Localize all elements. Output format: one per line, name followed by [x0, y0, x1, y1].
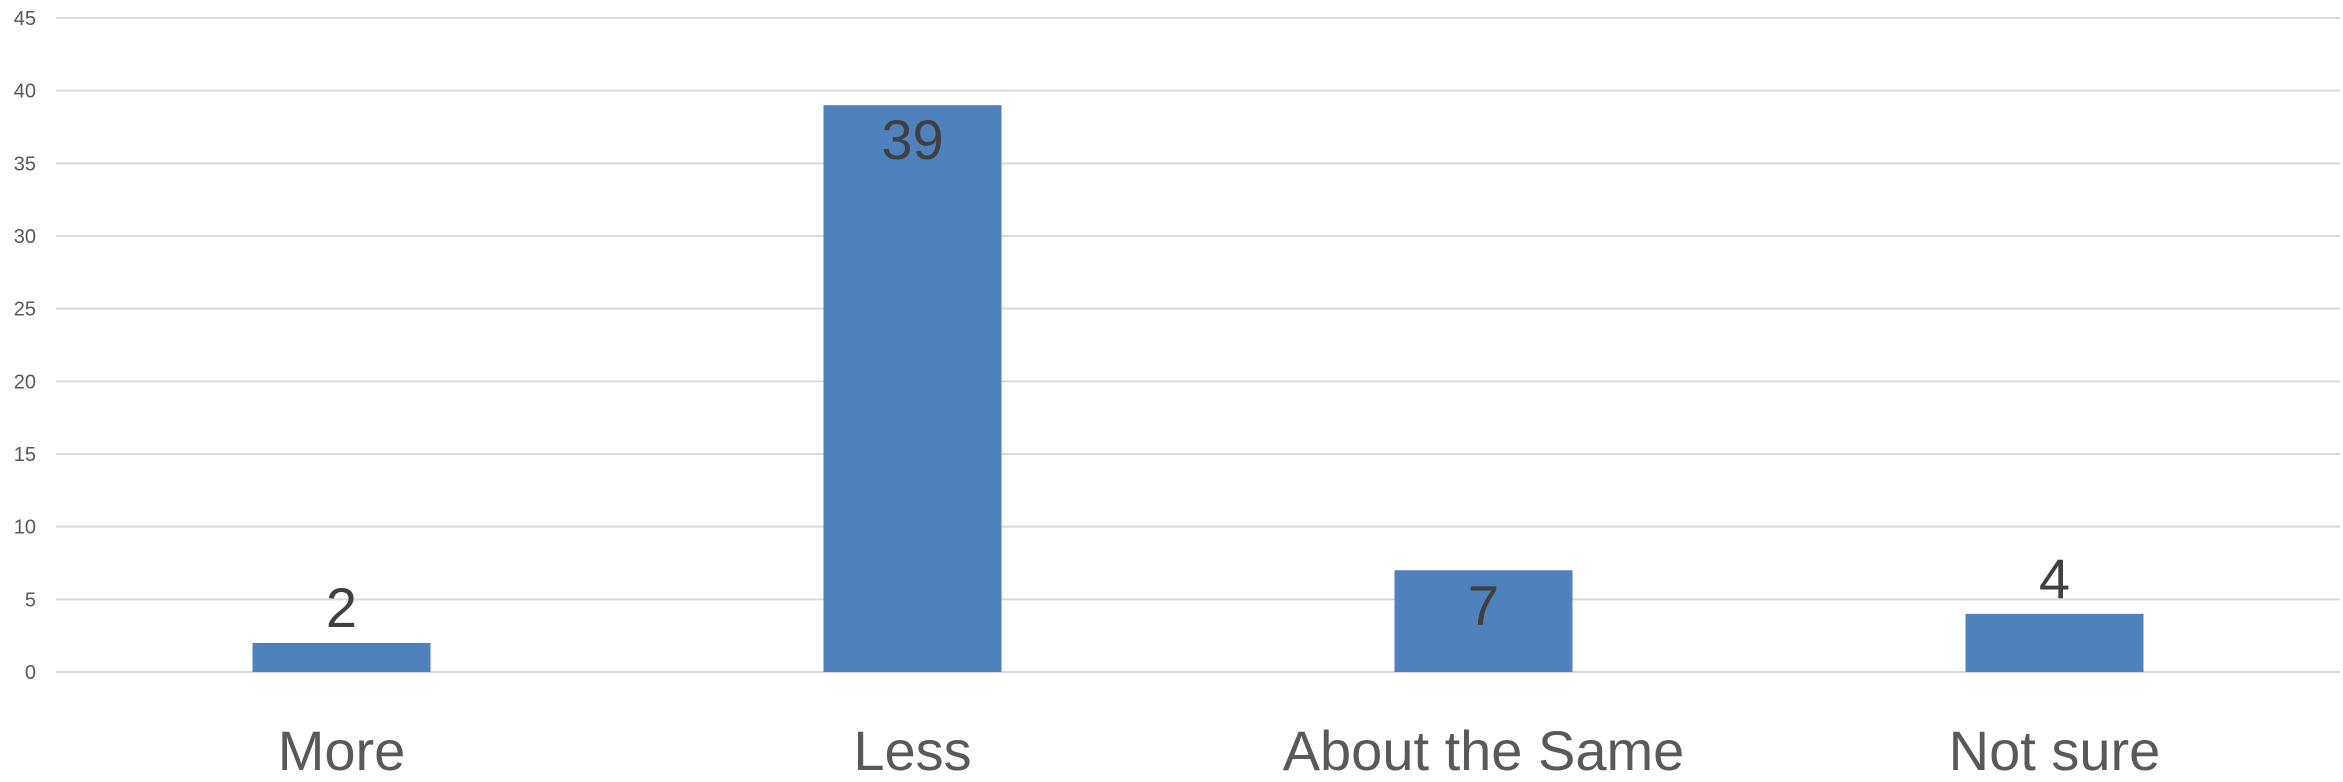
y-tick-label: 15	[14, 444, 36, 466]
y-tick-label: 45	[14, 8, 36, 30]
gridlines	[56, 17, 2340, 673]
y-tick-label: 25	[14, 299, 36, 321]
y-tick-label: 30	[14, 226, 36, 248]
bar-about-the-same	[1394, 570, 1573, 672]
y-axis-ticks: 0 5 10 15 20 25 30 35 40 45	[14, 8, 36, 684]
bar-more	[252, 642, 431, 672]
bars	[252, 105, 2144, 672]
y-tick-label: 40	[14, 81, 36, 103]
data-labels: 2 39 7 4	[326, 108, 2070, 639]
x-category-label: Less	[853, 719, 971, 782]
x-axis-categories: More Less About the Same Not sure	[278, 719, 2161, 782]
y-tick-label: 10	[14, 517, 36, 539]
data-label: 2	[326, 576, 357, 639]
y-tick-label: 20	[14, 371, 36, 393]
y-tick-label: 35	[14, 153, 36, 175]
x-category-label: More	[278, 719, 406, 782]
data-label: 7	[1468, 573, 1499, 636]
y-tick-label: 0	[25, 662, 36, 684]
y-tick-label: 5	[25, 589, 36, 611]
data-label: 4	[2039, 547, 2070, 610]
data-label: 39	[881, 108, 943, 171]
bar-less	[823, 105, 1002, 672]
bar-not-sure	[1965, 613, 2144, 672]
x-category-label: About the Same	[1283, 719, 1685, 782]
x-category-label: Not sure	[1949, 719, 2161, 782]
